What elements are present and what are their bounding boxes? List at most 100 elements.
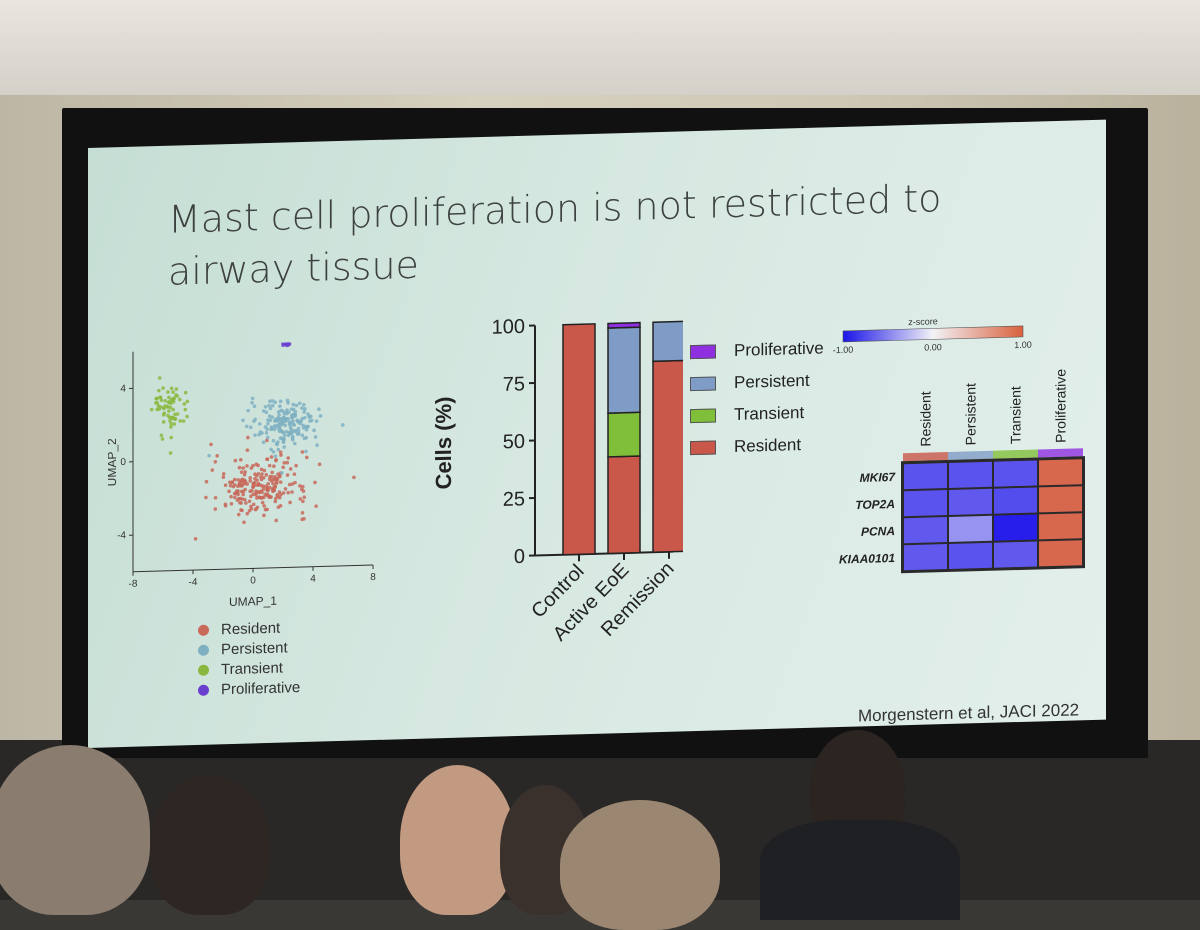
umap-point-transient — [183, 402, 187, 406]
umap-point-resident — [268, 464, 272, 468]
umap-point-resident — [290, 490, 294, 494]
umap-point-persistent — [250, 401, 254, 405]
heatmap-column-label: Proliferative — [1053, 368, 1069, 443]
umap-point-resident — [283, 461, 287, 465]
umap-point-persistent — [303, 437, 307, 441]
bar-y-tick-label: 100 — [492, 316, 525, 339]
umap-point-resident — [242, 520, 246, 524]
umap-point-transient — [171, 390, 175, 394]
umap-point-persistent — [310, 419, 314, 423]
colorbar-title: z-score — [908, 316, 938, 327]
umap-point-resident — [270, 471, 274, 475]
umap-point-resident — [204, 496, 208, 500]
umap-point-persistent — [315, 419, 319, 423]
umap-point-persistent — [300, 406, 304, 410]
heatmap-column-annotation — [993, 449, 1038, 458]
heatmap-cell — [994, 460, 1037, 486]
umap-point-resident — [205, 480, 209, 484]
umap-point-resident — [261, 501, 265, 505]
umap-y-tick-label: -4 — [117, 530, 126, 541]
umap-point-resident — [262, 504, 266, 508]
bar-y-tick-label: 25 — [503, 488, 525, 511]
umap-point-resident — [286, 491, 290, 495]
umap-point-resident — [246, 448, 250, 452]
bar-y-tick-label: 0 — [514, 546, 525, 568]
umap-point-resident — [251, 464, 255, 468]
bar-y-label: Cells (%) — [431, 396, 456, 490]
umap-point-resident — [236, 498, 240, 502]
umap-point-resident — [246, 512, 250, 516]
umap-point-resident — [272, 464, 276, 468]
bar-legend-label: Resident — [734, 435, 801, 457]
audience-head — [150, 775, 270, 915]
umap-point-resident — [233, 496, 237, 500]
umap-point-resident — [265, 473, 269, 477]
umap-point-persistent — [319, 414, 323, 418]
umap-point-resident — [222, 472, 226, 476]
colorbar-tick-label: -1.00 — [833, 345, 854, 356]
umap-point-persistent — [304, 450, 308, 454]
umap-point-resident — [234, 459, 238, 463]
umap-point-persistent — [257, 433, 261, 437]
heatmap-row-label: TOP2A — [855, 497, 895, 512]
umap-point-transient — [175, 387, 179, 391]
presentation-slide: Mast cell proliferation is not restricte… — [88, 120, 1106, 748]
umap-point-resident — [214, 460, 218, 464]
legend-dot-icon — [198, 644, 209, 655]
heatmap-cell — [949, 489, 992, 515]
colorbar — [843, 326, 1023, 342]
umap-point-resident — [279, 453, 283, 457]
heatmap-cell — [949, 516, 992, 542]
umap-point-resident — [238, 466, 242, 470]
heatmap-row-label: PCNA — [861, 524, 895, 539]
heatmap-cell — [994, 541, 1037, 567]
umap-point-resident — [244, 501, 248, 505]
umap-legend-label: Proliferative — [221, 679, 300, 698]
umap-point-transient — [150, 408, 154, 412]
heatmap-cell — [949, 462, 992, 488]
umap-point-resident — [240, 470, 244, 474]
umap-point-resident — [194, 537, 198, 541]
umap-point-persistent — [279, 399, 283, 403]
bar-segment-persistent — [608, 327, 640, 413]
umap-point-persistent — [265, 431, 269, 435]
umap-point-persistent — [317, 407, 321, 411]
umap-point-transient — [182, 419, 186, 423]
umap-point-resident — [294, 464, 298, 468]
colorbar-tick-label: 1.00 — [1014, 340, 1032, 350]
legend-dot-icon — [198, 684, 209, 695]
umap-point-resident — [209, 443, 213, 447]
umap-point-persistent — [295, 404, 299, 408]
audience-head — [0, 745, 150, 915]
umap-point-resident — [313, 481, 317, 485]
audience-body — [760, 820, 960, 920]
legend-swatch-icon — [690, 376, 716, 391]
umap-point-transient — [161, 386, 165, 390]
umap-point-resident — [286, 456, 290, 460]
heatmap-cell — [904, 463, 947, 489]
audience-head — [400, 765, 515, 915]
umap-point-resident — [352, 476, 356, 480]
umap-point-transient — [162, 420, 166, 424]
bar-segment-transient — [608, 412, 640, 457]
umap-point-persistent — [303, 407, 307, 411]
umap-point-persistent — [246, 409, 250, 413]
umap-x-tick-label: 8 — [370, 572, 376, 583]
umap-point-resident — [222, 475, 226, 479]
umap-legend-item: Proliferative — [198, 677, 300, 700]
umap-point-resident — [303, 495, 307, 499]
heatmap-cell — [904, 544, 947, 570]
umap-point-resident — [243, 473, 247, 477]
umap-x-tick-label: 0 — [250, 575, 256, 586]
umap-point-persistent — [293, 442, 297, 446]
umap-point-resident — [281, 465, 285, 469]
bar-y-tick-label: 75 — [503, 373, 525, 396]
legend-swatch-icon — [690, 408, 716, 423]
umap-point-transient — [184, 408, 188, 412]
umap-point-transient — [163, 411, 167, 415]
umap-point-resident — [318, 462, 322, 466]
bar-segment-resident — [608, 456, 640, 553]
umap-point-resident — [248, 509, 252, 513]
